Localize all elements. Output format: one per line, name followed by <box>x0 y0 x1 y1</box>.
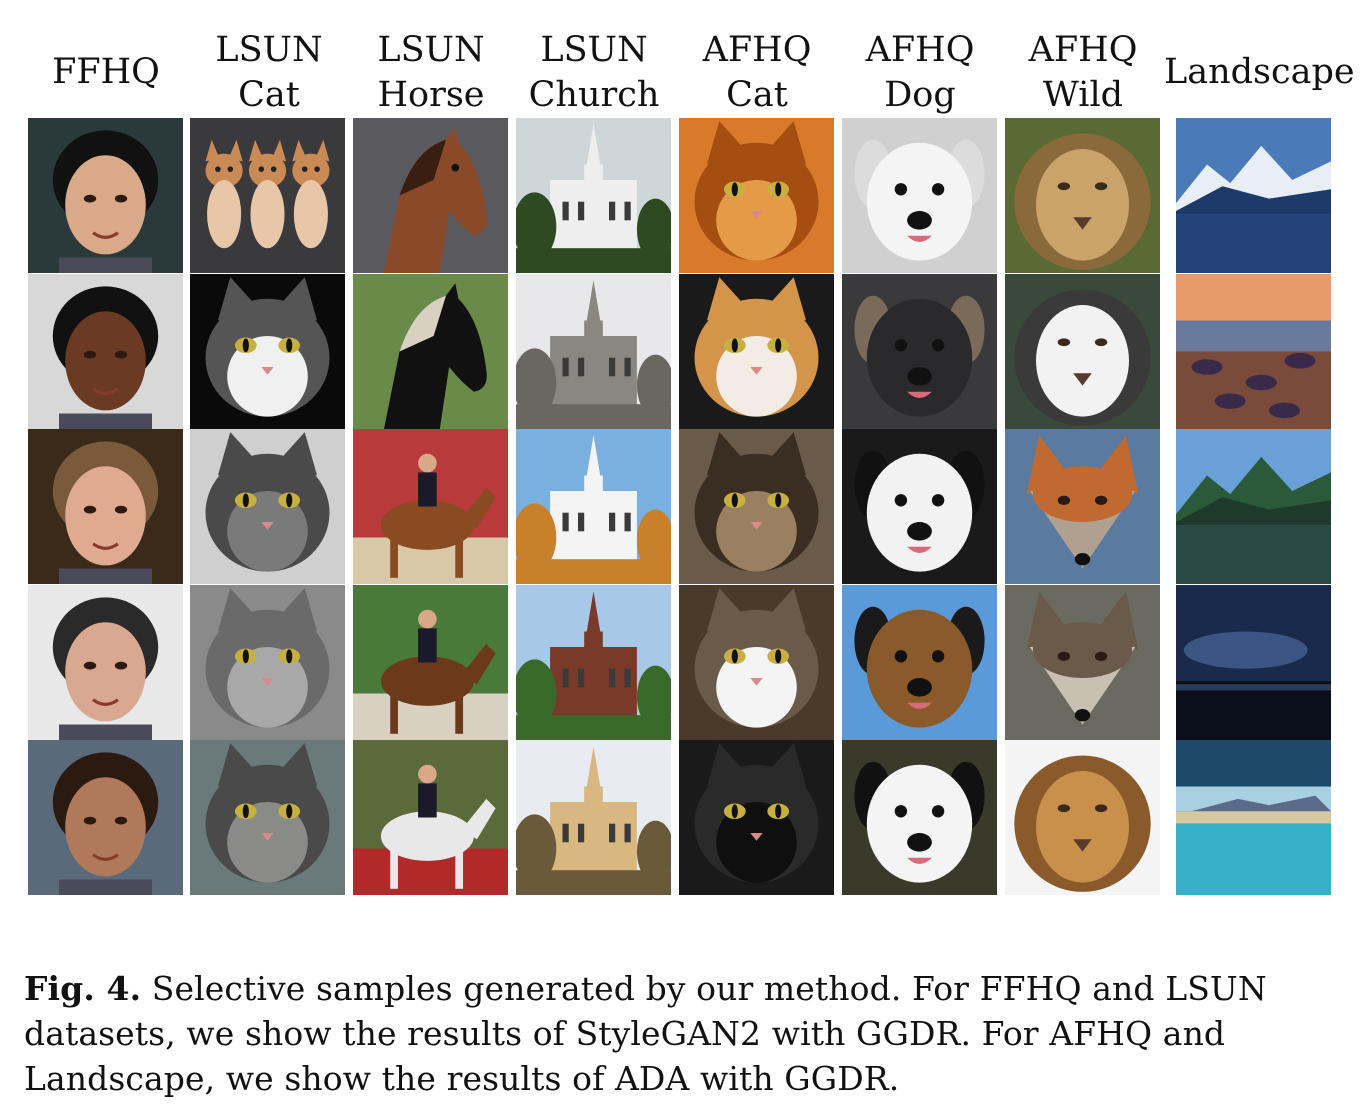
sample-image-child-curly-hair <box>28 740 183 895</box>
col-header-line2: Wild <box>1042 75 1124 115</box>
col-header-ffhq: FFHQ <box>26 50 186 95</box>
sample-image-wolf <box>1005 585 1160 740</box>
sample-image-fox <box>1005 429 1160 584</box>
sample-image-mountain-lake <box>1176 118 1331 273</box>
sample-image-turquoise-lake <box>1176 740 1331 895</box>
sample-image-yellow-cathedral <box>516 740 671 895</box>
sample-image-sunset-coast <box>1176 274 1331 429</box>
figure-caption-text: Selective samples generated by our metho… <box>24 969 1267 1098</box>
col-header-landscape: Landscape <box>1164 50 1355 95</box>
sample-image-three-kittens <box>190 118 345 273</box>
col-header-line1: AFHQ <box>702 30 812 70</box>
sample-image-lion <box>1005 740 1160 895</box>
col-header-lsun-church: LSUN Church <box>514 28 674 118</box>
sample-image-brick-church <box>516 585 671 740</box>
sample-image-white-church-spires <box>516 118 671 273</box>
col-header-afhq-dog: AFHQ Dog <box>840 28 1000 118</box>
sample-image-black-horse-paddock <box>353 274 508 429</box>
sample-image-white-tiger <box>1005 274 1160 429</box>
sample-image-man-smiling <box>28 585 183 740</box>
sample-image-german-shepherd <box>842 585 997 740</box>
col-header-line1: AFHQ <box>1028 30 1138 70</box>
sample-image-woman-face <box>28 274 183 429</box>
sample-image-night-lake <box>1176 585 1331 740</box>
sample-image-black-cat <box>679 740 834 895</box>
col-header-line1: Landscape <box>1164 52 1355 92</box>
sample-image-green-mountains <box>1176 429 1331 584</box>
col-header-line1: LSUN <box>377 30 485 70</box>
sample-image-grey-cat-sitting <box>190 740 345 895</box>
sample-image-dalmatian-dog <box>842 740 997 895</box>
sample-image-child-face <box>28 118 183 273</box>
sample-image-rider-white-horse <box>353 740 508 895</box>
sample-image-tabby-cat-closeup <box>679 429 834 584</box>
col-header-afhq-wild: AFHQ Wild <box>1003 28 1163 118</box>
figure-caption: Fig. 4. Selective samples generated by o… <box>24 966 1339 1101</box>
col-header-line1: LSUN <box>215 30 323 70</box>
col-header-line1: LSUN <box>540 30 648 70</box>
sample-image-horse-rider-arena <box>353 429 508 584</box>
sample-image-calico-cat <box>679 274 834 429</box>
col-header-lsun-horse: LSUN Horse <box>351 28 511 118</box>
sample-image-brown-horse-head <box>353 118 508 273</box>
col-header-afhq-cat: AFHQ Cat <box>677 28 837 118</box>
sample-image-grey-cat-closeup <box>190 585 345 740</box>
col-header-line2: Cat <box>238 75 300 115</box>
sample-image-orange-cat <box>679 118 834 273</box>
col-header-line1: AFHQ <box>865 30 975 70</box>
col-header-line2: Cat <box>726 75 788 115</box>
col-header-line2: Dog <box>884 75 956 115</box>
sample-image-kitten <box>679 585 834 740</box>
figure-label: Fig. 4. <box>24 969 142 1008</box>
sample-image-border-collie <box>842 429 997 584</box>
sample-image-white-dog <box>842 118 997 273</box>
sample-image-lioness <box>1005 118 1160 273</box>
col-header-line1: FFHQ <box>52 52 160 92</box>
col-header-line2: Church <box>528 75 660 115</box>
sample-image-man-with-cap <box>28 429 183 584</box>
sample-image-gothic-cathedral <box>516 274 671 429</box>
col-header-lsun-cat: LSUN Cat <box>189 28 349 118</box>
sample-image-black-dog <box>842 274 997 429</box>
col-header-line2: Horse <box>377 75 485 115</box>
sample-image-grey-tabby-cat <box>190 429 345 584</box>
sample-image-tabby-white-cat <box>190 274 345 429</box>
sample-image-white-church-autumn <box>516 429 671 584</box>
sample-image-horse-rider-field <box>353 585 508 740</box>
